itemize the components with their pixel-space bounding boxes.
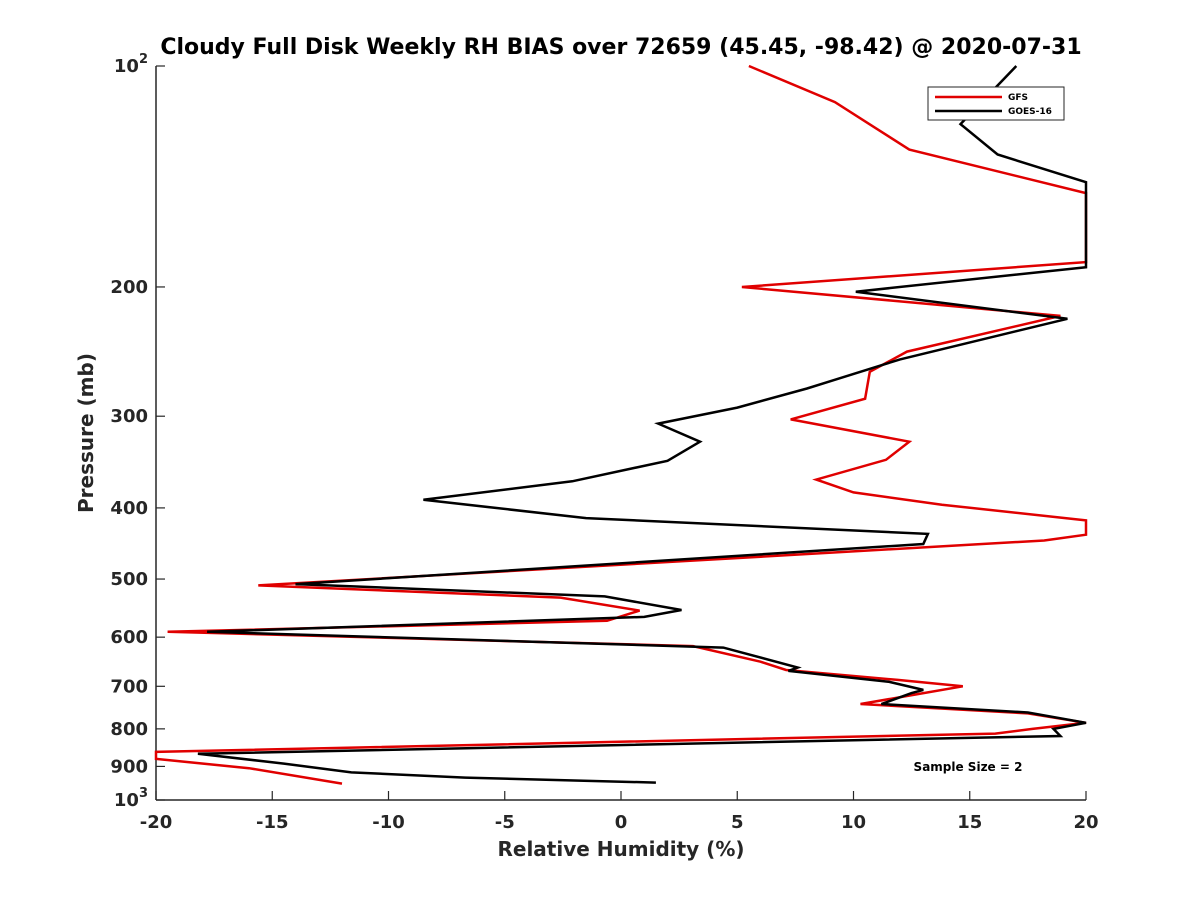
y-tick-label: 800 — [110, 719, 148, 740]
x-tick-label: 0 — [615, 812, 628, 833]
legend-label-gfs: GFS — [1008, 93, 1028, 103]
chart-title: Cloudy Full Disk Weekly RH BIAS over 726… — [160, 35, 1081, 60]
x-axis-label: Relative Humidity (%) — [497, 837, 744, 861]
x-tick-label: 10 — [841, 812, 866, 833]
legend-label-goes16: GOES-16 — [1008, 107, 1052, 117]
x-tick-label: 5 — [731, 812, 744, 833]
x-tick-label: 15 — [957, 812, 982, 833]
x-tick-label: -5 — [495, 812, 515, 833]
series-lines — [154, 64, 1088, 785]
y-tick-label: 103 — [114, 786, 148, 811]
y-axis-ticks: 102 200 300 400 500 600 700 800 900 103 — [110, 52, 165, 811]
y-tick-label: 700 — [110, 676, 148, 697]
legend: GFS GOES-16 — [927, 86, 1065, 121]
y-tick-label: 900 — [110, 756, 148, 777]
y-tick-label: 200 — [110, 277, 148, 298]
legend-box — [927, 86, 1065, 121]
x-tick-label: -15 — [256, 812, 289, 833]
y-tick-label: 102 — [114, 52, 148, 77]
y-tick-label: 500 — [110, 569, 148, 590]
y-tick-label: 300 — [110, 406, 148, 427]
y-tick-label: 600 — [110, 627, 148, 648]
series-line-goes-16 — [197, 65, 1088, 784]
series-line-gfs — [154, 64, 1088, 785]
x-axis-ticks: -20 -15 -10 -5 0 5 10 15 20 — [140, 791, 1099, 833]
x-tick-label: -10 — [372, 812, 405, 833]
x-tick-label: -20 — [140, 812, 173, 833]
x-tick-label: 20 — [1073, 812, 1098, 833]
y-tick-label: 400 — [110, 498, 148, 519]
sample-size-annotation: Sample Size = 2 — [914, 760, 1023, 774]
y-axis-label: Pressure (mb) — [74, 353, 98, 513]
